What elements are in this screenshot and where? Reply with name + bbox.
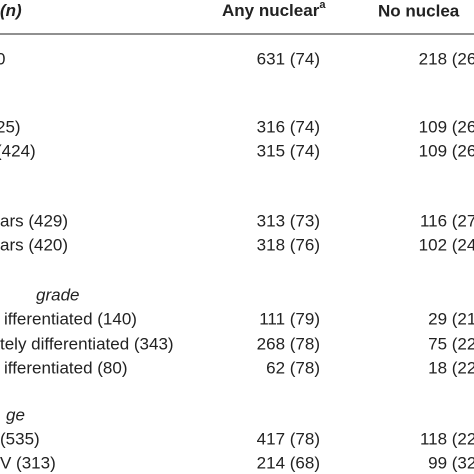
header-label: (n) bbox=[0, 1, 22, 20]
header-label-text: (n) bbox=[0, 1, 22, 20]
header-any-text: Any nuclear bbox=[222, 1, 320, 20]
row-label: (535) bbox=[0, 429, 40, 448]
cell-none: 75 (22) bbox=[428, 334, 474, 353]
row-label: 0 bbox=[0, 49, 5, 68]
cell-any: 318 (76) bbox=[257, 235, 320, 254]
section-label: ge bbox=[6, 405, 25, 424]
header-any: Any nucleara bbox=[222, 0, 326, 20]
row-label: tely differentiated (343) bbox=[0, 334, 174, 353]
header-none: No nuclea bbox=[378, 1, 460, 20]
cell-none: 218 (26) bbox=[419, 49, 474, 68]
header-any-sup: a bbox=[319, 0, 326, 11]
cell-any: 313 (73) bbox=[257, 211, 320, 230]
row-label: (424) bbox=[0, 141, 36, 160]
row-label: V (313) bbox=[0, 453, 56, 472]
row-label: ifferentiated (140) bbox=[4, 309, 137, 328]
row-label: ifferentiated (80) bbox=[4, 358, 127, 377]
cell-any: 631 (74) bbox=[257, 49, 320, 68]
row-label: 25) bbox=[0, 117, 21, 136]
cell-any: 214 (68) bbox=[257, 453, 320, 472]
cell-any: 268 (78) bbox=[257, 334, 320, 353]
cell-none: 118 (22) bbox=[420, 429, 474, 448]
cell-any: 62 (78) bbox=[266, 358, 320, 377]
cell-any: 315 (74) bbox=[257, 141, 320, 160]
cell-none: 18 (22) bbox=[428, 358, 474, 377]
cell-any: 111 (79) bbox=[259, 309, 320, 328]
cell-any: 316 (74) bbox=[257, 117, 320, 136]
cell-none: 99 (32) bbox=[428, 453, 474, 472]
cell-none: 116 (27) bbox=[420, 211, 474, 230]
cell-none: 29 (21) bbox=[428, 309, 474, 328]
section-label: grade bbox=[36, 285, 79, 304]
cell-none: 102 (24) bbox=[419, 235, 474, 254]
row-label: ars (429) bbox=[0, 211, 68, 230]
cell-none: 109 (26) bbox=[419, 141, 474, 160]
row-label: ars (420) bbox=[0, 235, 68, 254]
cell-any: 417 (78) bbox=[257, 429, 320, 448]
cell-none: 109 (26) bbox=[419, 117, 474, 136]
